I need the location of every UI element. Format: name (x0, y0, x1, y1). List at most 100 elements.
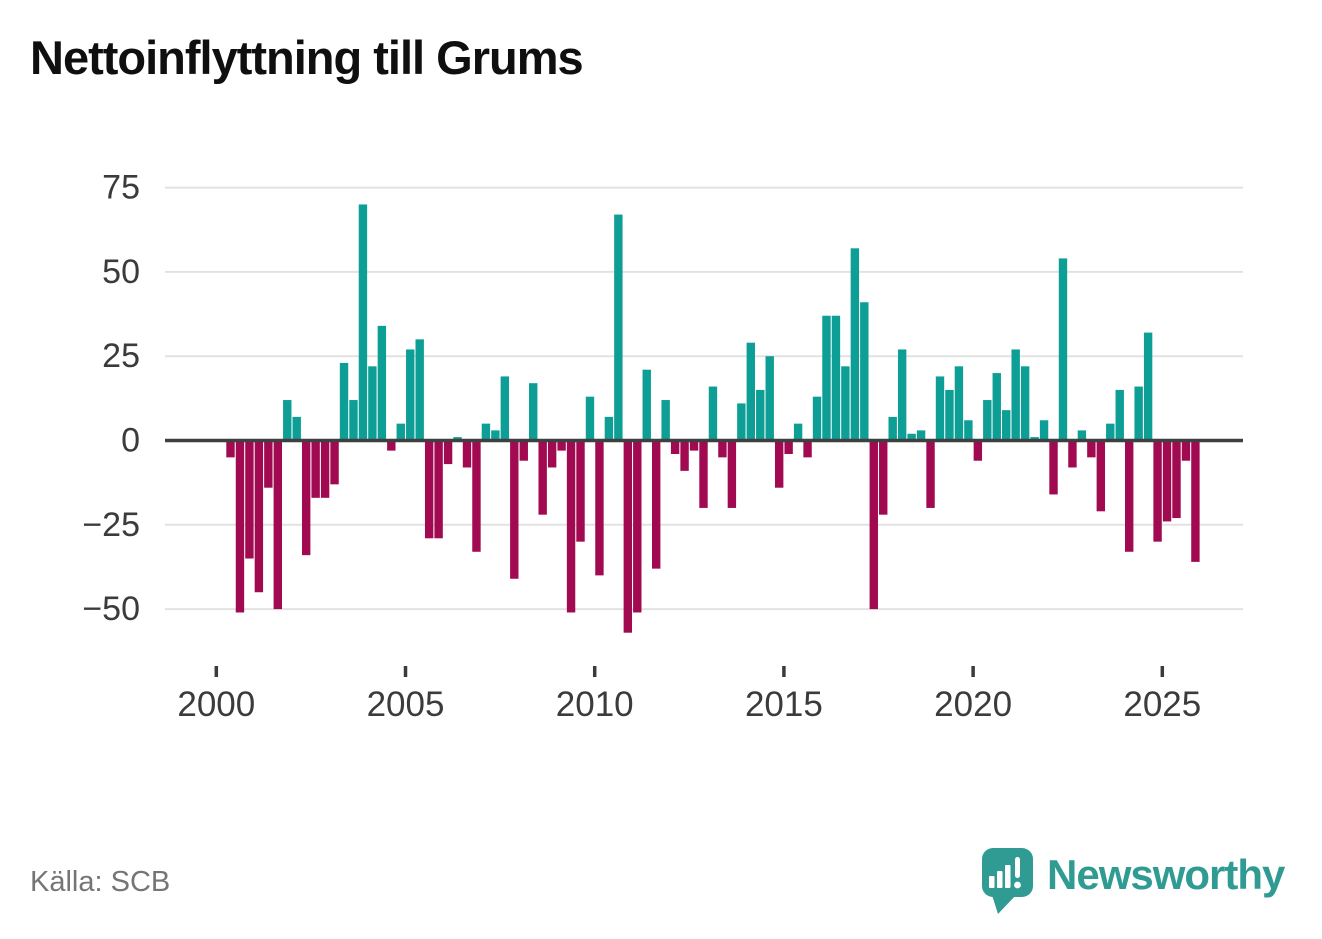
bar-2016-Q3 (841, 366, 850, 441)
logo-bar-small (989, 876, 995, 888)
bar-2004-Q3 (387, 440, 396, 451)
bar-2005-Q3 (424, 440, 434, 539)
bar-2005-Q4 (434, 440, 443, 539)
bar-2008-Q2 (529, 383, 538, 441)
bar-2010-Q2 (604, 416, 614, 441)
bar-2020-Q3 (992, 373, 1001, 441)
bar-2009-Q3 (576, 440, 585, 542)
bar-2014-Q1 (746, 342, 755, 441)
bar-2017-Q2 (869, 440, 878, 610)
bar-2011-Q3 (652, 440, 661, 569)
bar-2002-Q3 (311, 440, 320, 498)
bar-2012-Q3 (689, 440, 699, 451)
bar-2011-Q1 (633, 440, 642, 613)
bar-2017-Q1 (860, 302, 869, 441)
bar-2013-Q1 (708, 386, 718, 441)
bar-2022-Q4 (1077, 430, 1087, 441)
bar-2004-Q4 (396, 423, 405, 441)
bar-2007-Q3 (500, 376, 510, 441)
bar-2011-Q2 (642, 369, 651, 441)
bar-2024-Q1 (1125, 440, 1134, 552)
bar-2023-Q1 (1087, 440, 1096, 458)
bar-2021-Q4 (1039, 420, 1049, 441)
bar-2022-Q3 (1068, 440, 1077, 468)
bar-2015-Q4 (812, 396, 822, 441)
bar-2005-Q1 (406, 349, 415, 441)
bar-2002-Q4 (320, 440, 330, 498)
x-axis-label-2020: 2020 (934, 685, 1012, 724)
bar-2025-Q2 (1172, 440, 1181, 519)
bar-2008-Q1 (519, 440, 528, 461)
bar-2016-Q2 (831, 315, 841, 441)
bar-2010-Q4 (623, 440, 633, 633)
bar-2018-Q1 (897, 349, 907, 441)
bar-2014-Q2 (756, 389, 765, 441)
bar-2016-Q4 (850, 248, 860, 441)
x-axis-label-2015: 2015 (745, 685, 823, 724)
x-axis-label-2005: 2005 (367, 685, 445, 724)
bar-2017-Q4 (888, 416, 897, 441)
bar-2025-Q3 (1181, 440, 1191, 461)
source-note: Källa: SCB (30, 866, 171, 898)
bar-2006-Q4 (472, 440, 481, 552)
bar-2022-Q2 (1058, 258, 1068, 441)
y-axis-label--25: −25 (82, 506, 140, 544)
bar-2000-Q2 (226, 440, 235, 458)
y-axis-label-75: 75 (102, 169, 140, 207)
bar-2019-Q4 (964, 420, 973, 441)
x-axis-label-2010: 2010 (556, 685, 634, 724)
x-axis-label-2025: 2025 (1123, 685, 1201, 724)
bar-2001-Q1 (254, 440, 264, 593)
bar-2024-Q3 (1143, 332, 1153, 441)
logo-bar-tall (1005, 865, 1011, 888)
bar-2018-Q2 (907, 433, 916, 441)
bar-2009-Q1 (557, 440, 566, 451)
bar-2015-Q2 (793, 423, 803, 441)
page-title: Nettoinflyttning till Grums (30, 31, 584, 84)
bar-2002-Q1 (292, 416, 301, 441)
bar-2003-Q2 (339, 362, 349, 441)
y-axis-label--50: −50 (82, 590, 140, 628)
bar-2015-Q3 (803, 440, 812, 458)
bar-2019-Q2 (945, 389, 954, 441)
bar-2020-Q2 (983, 400, 992, 441)
bar-2001-Q3 (273, 440, 282, 610)
bar-2012-Q2 (680, 440, 689, 471)
bar-2012-Q1 (670, 440, 680, 454)
bar-2018-Q3 (916, 430, 926, 441)
y-axis-label-0: 0 (121, 422, 140, 460)
bar-2023-Q4 (1115, 389, 1124, 441)
bar-2024-Q4 (1153, 440, 1162, 542)
bar-2022-Q1 (1049, 440, 1058, 495)
bar-2007-Q2 (491, 430, 500, 441)
bar-2021-Q1 (1011, 349, 1020, 441)
bar-2025-Q4 (1191, 440, 1200, 562)
bar-2025-Q1 (1162, 440, 1172, 522)
speech-bubble-tail (992, 895, 1016, 914)
bar-2004-Q1 (368, 366, 377, 441)
y-axis-label-50: 50 (102, 253, 140, 291)
logo-exclamation-stem (1015, 857, 1020, 878)
bar-2019-Q3 (954, 366, 964, 441)
bar-2019-Q1 (935, 376, 945, 441)
speech-bubble-chart-icon (982, 848, 1033, 914)
bar-2003-Q4 (358, 204, 368, 441)
bar-2023-Q2 (1096, 440, 1106, 512)
y-axis-label-25: 25 (102, 337, 140, 375)
bar-2007-Q4 (510, 440, 519, 579)
bar-2014-Q4 (774, 440, 784, 488)
bar-2013-Q2 (718, 440, 727, 458)
bar-2017-Q3 (879, 440, 888, 515)
bar-2015-Q1 (784, 440, 793, 454)
bar-2000-Q4 (245, 440, 254, 559)
bar-2002-Q2 (301, 440, 311, 556)
bar-2008-Q4 (547, 440, 557, 468)
bar-2006-Q3 (462, 440, 472, 468)
bar-2004-Q2 (377, 325, 387, 441)
bar-2016-Q1 (822, 315, 831, 441)
bar-chart: 75 50 25 0 −25 −50 2000 2005 2010 2015 2020 2025 (82, 169, 1243, 724)
bar-2000-Q3 (235, 440, 245, 613)
bar-2008-Q3 (538, 440, 547, 515)
bar-2018-Q4 (926, 440, 935, 508)
